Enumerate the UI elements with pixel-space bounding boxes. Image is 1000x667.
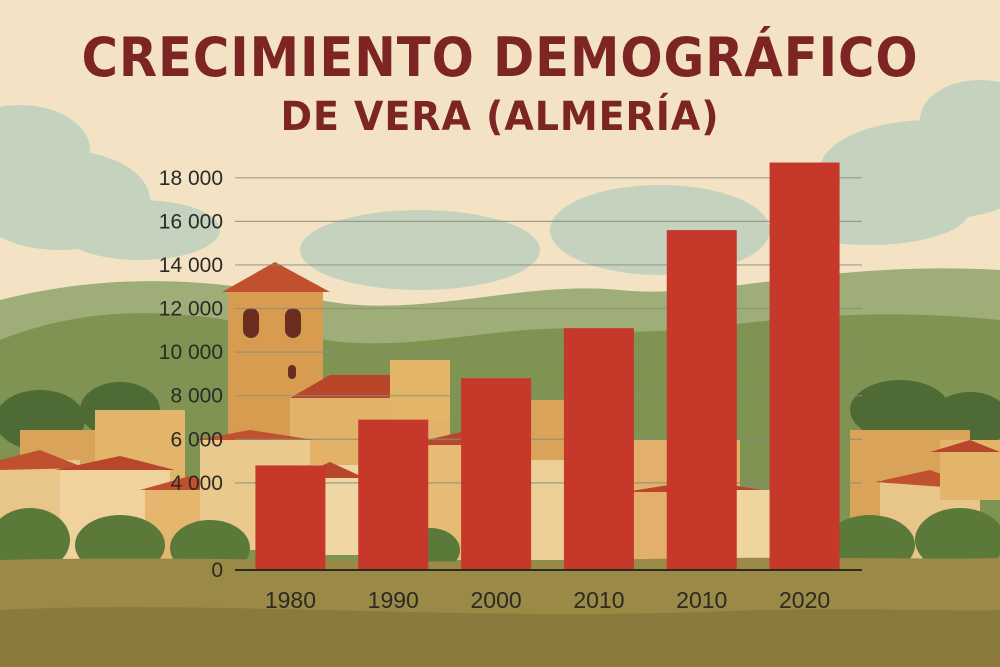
x-tick-label-3: 2010 [573,587,624,613]
x-tick-label-5: 2020 [779,587,830,613]
y-tick-label-10000: 10 000 [159,341,223,364]
y-tick-label-6000: 6 000 [170,428,223,451]
bar-1 [358,419,429,570]
x-tick-label-2: 2000 [470,587,521,613]
bar-5 [769,162,840,570]
chart-title-line1: CRECIMIENTO DEMOGRÁFICO [81,26,919,89]
bar-0 [255,465,326,570]
bars [255,162,840,570]
x-tick-label-1: 1990 [368,587,419,613]
y-tick-label-18000: 18 000 [159,167,223,190]
x-tick-label-4: 2010 [676,587,727,613]
y-tick-label-0: 0 [211,559,223,582]
chart-title-line2: DE VERA (ALMERÍA) [280,94,720,140]
x-tick-label-0: 1980 [265,587,316,613]
y-tick-label-16000: 16 000 [159,210,223,233]
axes: 0 4 000 6 000 8 000 10 000 12 000 14 000 16 000… [159,167,862,613]
bar-4 [666,230,737,570]
y-tick-label-4000: 4 000 [170,472,223,495]
y-tick-label-8000: 8 000 [170,385,223,408]
y-tick-label-14000: 14 000 [159,254,223,277]
gridlines [235,177,862,484]
y-tick-label-12000: 12 000 [159,298,223,321]
bar-2 [461,378,532,570]
bar-3 [563,328,634,570]
